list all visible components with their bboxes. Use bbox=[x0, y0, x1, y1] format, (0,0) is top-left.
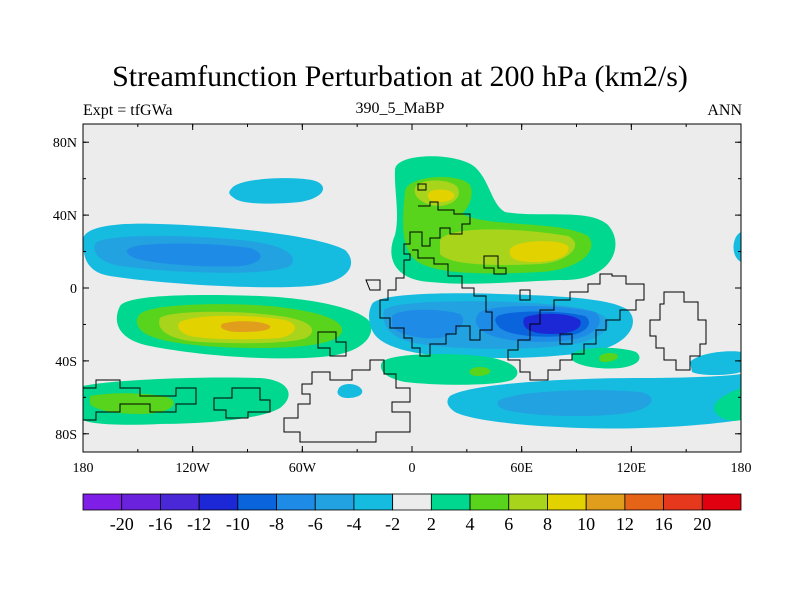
colorbar-box bbox=[121, 493, 161, 511]
colorbar-label: 2 bbox=[427, 514, 436, 534]
colorbar-box bbox=[547, 493, 587, 511]
case-label: 390_5_MaBP bbox=[355, 100, 445, 117]
contour-sh-pos-patch-1 bbox=[380, 354, 518, 385]
colorbar-box bbox=[624, 493, 664, 511]
colorbar-box bbox=[392, 493, 432, 511]
contour-nh-pos-10 bbox=[509, 241, 569, 262]
colorbar-box bbox=[508, 493, 548, 511]
season-label: ANN bbox=[707, 102, 742, 119]
colorbar-box bbox=[585, 493, 626, 511]
y-tick-label: 40S bbox=[55, 355, 77, 370]
contour-small-patch bbox=[337, 384, 363, 398]
colorbar-label: -2 bbox=[385, 514, 400, 534]
colorbar-label: 10 bbox=[577, 514, 595, 534]
contour-sh-pos-12 bbox=[220, 321, 271, 332]
y-tick-label: 40N bbox=[53, 209, 77, 224]
experiment-label: Expt = tfGWa bbox=[83, 102, 173, 119]
colorbar-label: -8 bbox=[269, 514, 284, 534]
colorbar-box bbox=[82, 493, 123, 511]
x-tick-label: 60W bbox=[289, 461, 317, 476]
contour-sh-neg-east-small bbox=[690, 351, 741, 375]
chart-title: Streamfunction Perturbation at 200 hPa (… bbox=[112, 60, 688, 93]
colorbar-label: 8 bbox=[543, 514, 552, 534]
colorbar-box bbox=[160, 493, 200, 511]
contour-nh-pos-10b bbox=[427, 189, 455, 202]
colorbar-label: -4 bbox=[346, 514, 361, 534]
x-tick-label: 180 bbox=[731, 461, 752, 476]
contour-fields bbox=[83, 156, 741, 443]
contour-sh-polar-pos-east bbox=[713, 388, 741, 421]
contour-sh-neg-6 bbox=[392, 309, 464, 339]
contour-sh-pos-patch-1b bbox=[469, 367, 491, 376]
colorbar-label: -20 bbox=[110, 514, 134, 534]
colorbar-box bbox=[353, 493, 394, 511]
colorbar-box bbox=[198, 493, 239, 511]
colorbar: -20 -16 -12 -10 -8 -6 -4 -2 2 4 6 8 10 12 16 20 bbox=[82, 493, 742, 534]
contour-nh-neg-6 bbox=[126, 243, 261, 267]
y-tick-label: 80N bbox=[53, 136, 77, 151]
colorbar-label: 16 bbox=[655, 514, 673, 534]
contour-sh-neg-10 bbox=[523, 313, 581, 334]
x-tick-label: 0 bbox=[409, 461, 416, 476]
x-tick-label: 120E bbox=[617, 461, 647, 476]
x-axis: 180 120W 60W 0 60E 120E 180 bbox=[73, 124, 752, 476]
colorbar-label: -16 bbox=[148, 514, 172, 534]
colorbar-label: -6 bbox=[308, 514, 323, 534]
x-tick-label: 60E bbox=[510, 461, 533, 476]
continent-outline bbox=[83, 183, 707, 443]
colorbar-label: 20 bbox=[693, 514, 711, 534]
colorbar-label: 6 bbox=[504, 514, 513, 534]
contour-sh-pos-patch-2b bbox=[599, 353, 618, 362]
colorbar-box bbox=[701, 493, 742, 511]
x-tick-label: 180 bbox=[73, 461, 94, 476]
y-axis: 80N 40N 0 40S 80S bbox=[53, 136, 741, 443]
x-tick-label: 120W bbox=[176, 461, 211, 476]
colorbar-box bbox=[314, 493, 355, 511]
y-tick-label: 0 bbox=[70, 282, 77, 297]
colorbar-label: 12 bbox=[616, 514, 634, 534]
y-tick-label: 80S bbox=[55, 428, 77, 443]
colorbar-box bbox=[469, 493, 510, 511]
colorbar-box bbox=[237, 493, 277, 511]
colorbar-box bbox=[663, 493, 703, 511]
colorbar-label: -12 bbox=[187, 514, 211, 534]
contour-nh-neg-edge bbox=[733, 232, 741, 262]
contour-sh-polar-neg-4 bbox=[497, 390, 652, 417]
colorbar-label: 4 bbox=[466, 514, 475, 534]
contour-nh-neg-small bbox=[229, 178, 324, 204]
colorbar-box bbox=[430, 493, 471, 511]
colorbar-box bbox=[276, 493, 316, 511]
colorbar-label: -10 bbox=[226, 514, 250, 534]
